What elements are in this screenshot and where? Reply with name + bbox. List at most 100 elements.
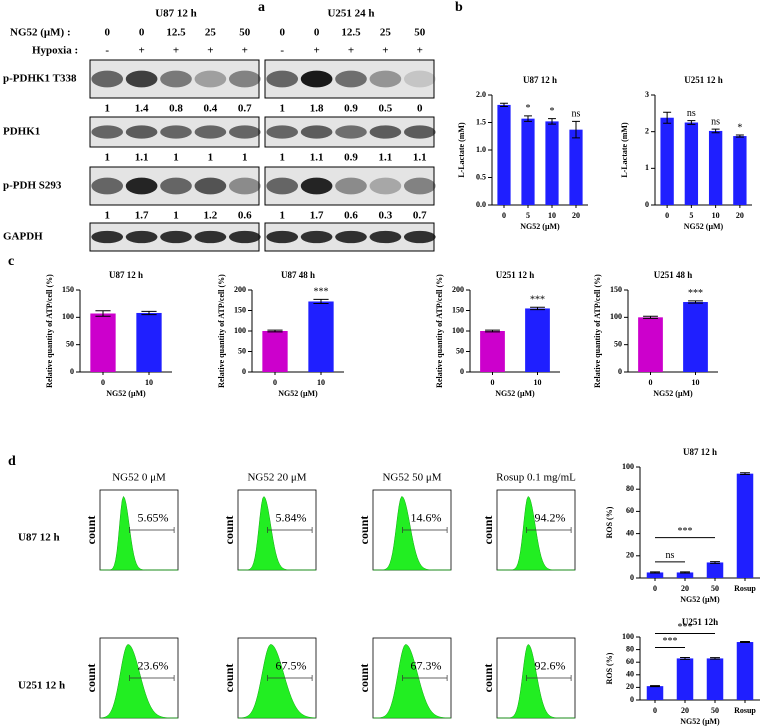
x-tick-label: 10	[712, 211, 720, 220]
bar	[733, 136, 747, 205]
band-quant: 1	[173, 210, 179, 222]
blot-band	[335, 230, 367, 244]
bar	[525, 308, 550, 372]
histogram	[238, 496, 316, 571]
y-tick-label: 50	[66, 339, 74, 348]
y-tick-label: 0	[618, 367, 622, 376]
bar	[684, 122, 699, 205]
y-tick-label: 0	[460, 367, 464, 376]
blot-band	[266, 230, 299, 244]
y-tick-label: 100	[622, 462, 634, 471]
bar	[736, 473, 754, 578]
blot-band	[403, 70, 436, 88]
error-bar	[710, 561, 720, 564]
error-bar	[500, 102, 508, 108]
blot-band	[125, 70, 158, 88]
y-axis-label: count	[222, 664, 236, 693]
dose: 12.5	[166, 27, 186, 39]
significance: ***	[314, 287, 329, 298]
bar	[638, 317, 663, 372]
bracket-label: ***	[663, 636, 678, 647]
column-title: NG52 50 μM	[382, 472, 441, 484]
error-bar	[572, 120, 580, 139]
column-title: NG52 0 μM	[112, 472, 166, 484]
group-title: U87 12 h	[155, 8, 197, 20]
y-tick-label: 0.5	[476, 172, 486, 181]
y-axis-label: count	[481, 664, 495, 693]
y-axis-label: count	[481, 516, 495, 545]
blot-band	[335, 125, 367, 139]
y-axis-label: ROS (%)	[605, 652, 614, 684]
y-tick-label: 200	[452, 285, 464, 294]
gate-percent: 5.84%	[276, 511, 307, 525]
significance: ns	[687, 108, 696, 119]
gate-percent: 67.3%	[411, 659, 442, 673]
error-bar	[680, 571, 690, 574]
blot-band	[369, 177, 402, 195]
bar	[646, 572, 664, 578]
chart-title: U251 48 h	[654, 270, 693, 280]
blot-band	[266, 70, 299, 88]
hypoxia-sign: +	[242, 45, 248, 57]
band-quant: 1.1	[135, 152, 149, 164]
column-title: NG52 20 μM	[247, 472, 306, 484]
blot-band	[91, 70, 124, 88]
gate-percent: 94.2%	[535, 511, 566, 525]
blot-row-label: PDHK1	[3, 126, 40, 138]
x-tick-label: 5	[526, 211, 530, 220]
gate	[402, 675, 448, 681]
chart-title: U251 12 h	[684, 75, 723, 85]
bar	[660, 117, 674, 205]
x-tick-label: 20	[681, 584, 689, 593]
bar	[683, 302, 708, 372]
bar	[706, 562, 724, 578]
gate	[267, 675, 313, 681]
significance: ***	[688, 288, 703, 299]
chart-title: U87 12 h	[523, 75, 557, 85]
hypoxia-sign: -	[105, 45, 109, 57]
bar	[480, 331, 505, 372]
x-tick-label: 10	[317, 378, 325, 387]
band-quant: 1	[279, 152, 285, 164]
hypoxia-sign: +	[138, 45, 144, 57]
dose: 0	[104, 27, 110, 39]
blot-band	[403, 230, 436, 244]
y-axis-label: count	[222, 516, 236, 545]
error-bar	[650, 685, 660, 688]
x-axis-label: NG52 (μM)	[520, 222, 560, 231]
x-tick-label: 10	[548, 211, 556, 220]
blot-band	[300, 70, 333, 88]
band-quant: 1	[242, 152, 248, 164]
x-tick-label: 0	[273, 378, 277, 387]
x-tick-label: 20	[736, 211, 744, 220]
error-bar	[688, 300, 703, 304]
x-axis-label: NG52 (μM)	[684, 222, 724, 231]
band-quant: 1	[104, 103, 110, 115]
dose: 25	[205, 27, 217, 39]
significance: ns	[572, 109, 581, 120]
dose: 12.5	[341, 27, 361, 39]
error-bar	[711, 128, 720, 134]
bar	[646, 686, 664, 700]
y-tick-label: 150	[452, 305, 464, 314]
blot-band	[91, 125, 124, 139]
y-tick-label: 50	[614, 339, 622, 348]
histogram	[372, 644, 452, 719]
panel-label: c	[8, 254, 14, 269]
chart-title: U87 12 h	[683, 447, 717, 457]
error-bar	[141, 310, 157, 316]
bracket-label: ns	[666, 550, 675, 561]
blot-band	[369, 125, 402, 139]
y-tick-label: 100	[452, 326, 464, 335]
y-tick-label: 2	[645, 126, 649, 135]
error-bar	[530, 306, 545, 311]
blot-band	[194, 70, 227, 88]
y-axis-label: count	[84, 516, 98, 545]
band-quant: 1	[208, 152, 214, 164]
x-tick-label: Rosup	[734, 706, 756, 715]
blot-band	[228, 230, 261, 244]
y-axis-label: Relative quantity of ATP/cell (%)	[435, 274, 444, 388]
blot-band	[266, 177, 299, 195]
blot-band	[335, 70, 367, 88]
